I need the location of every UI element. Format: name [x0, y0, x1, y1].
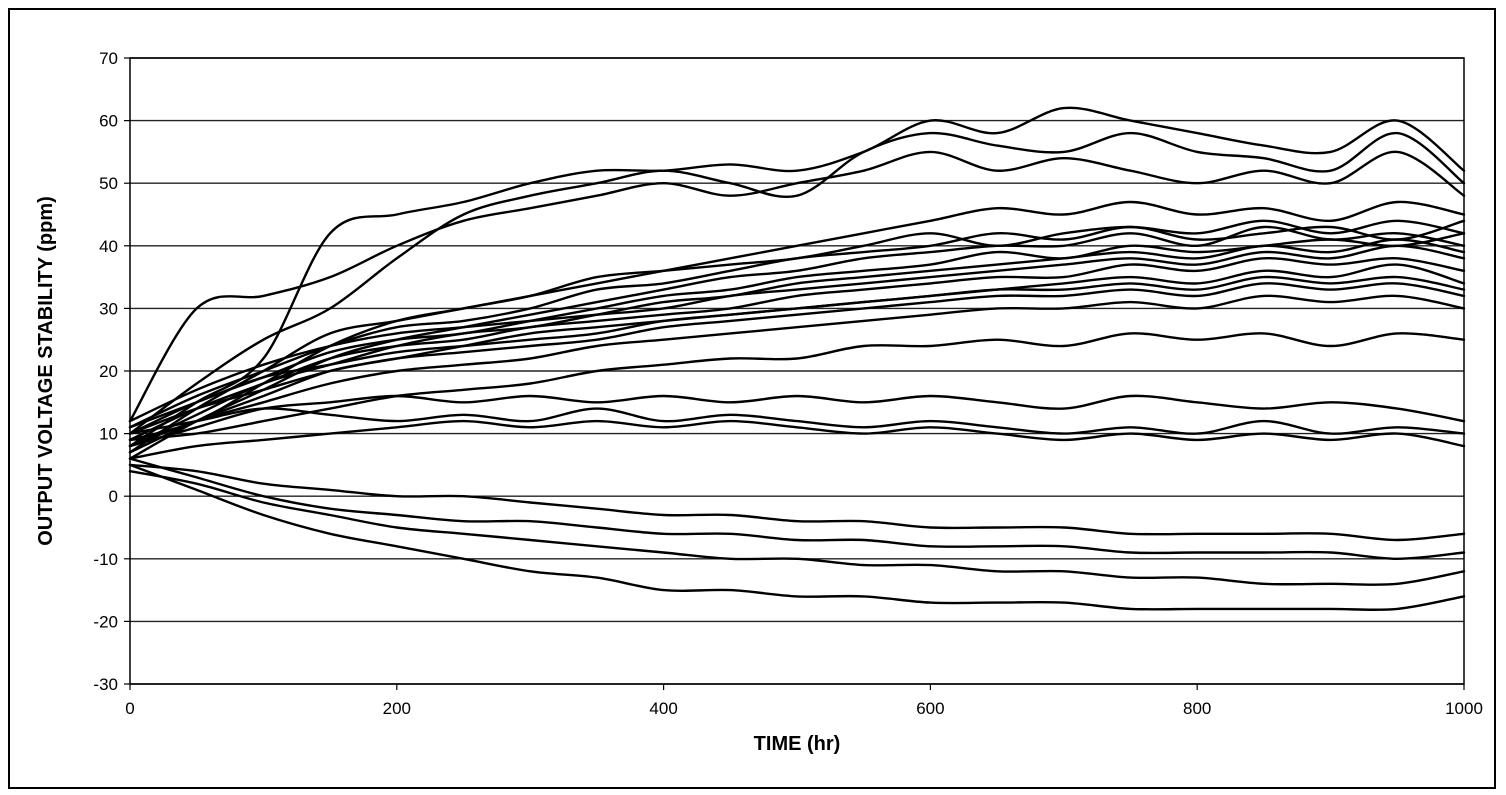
plot-area-border [129, 57, 1465, 685]
series-line-1 [128, 106, 1466, 448]
series-group [128, 106, 1466, 612]
y-tick-label: 30 [99, 299, 118, 318]
y-tick-label: 10 [99, 425, 118, 444]
x-tick-label: 1000 [1445, 699, 1483, 718]
x-tick-label: 200 [383, 699, 411, 718]
x-tick-label: 600 [916, 699, 944, 718]
x-axis-title: TIME (hr) [754, 733, 841, 755]
series-line-3 [128, 150, 1466, 423]
y-tick-labels: -30 -20 -10 0 10 20 30 40 50 60 70 [93, 49, 118, 694]
x-tick-label: 800 [1183, 699, 1211, 718]
series-line-22 [128, 470, 1466, 586]
series-line-23 [128, 463, 1466, 612]
y-tick-label: 70 [99, 49, 118, 68]
series-line-14 [128, 282, 1466, 435]
series-line-7 [128, 225, 1466, 460]
series-line-15 [128, 294, 1466, 448]
series-line-11 [128, 257, 1466, 442]
series-line-18 [128, 407, 1466, 435]
series-line-6 [128, 219, 1466, 429]
x-tick-label: 400 [649, 699, 677, 718]
chart-frame: -30 -20 -10 0 10 20 30 40 50 60 70 0 200 400 600 800 10… [8, 8, 1496, 789]
x-tick-labels: 0 200 400 600 800 1000 [125, 699, 1483, 718]
series-line-19 [128, 419, 1466, 460]
x-tick-label: 0 [125, 699, 134, 718]
y-tick-label: 50 [99, 174, 118, 193]
y-tick-label: 0 [109, 487, 118, 506]
y-tick-label: 40 [99, 237, 118, 256]
y-tick-label: -10 [93, 550, 118, 569]
series-line-16 [128, 332, 1466, 442]
y-tick-label: -30 [93, 675, 118, 694]
series-line-13 [128, 275, 1466, 429]
series-line-4 [128, 200, 1466, 442]
series-line-10 [128, 244, 1466, 423]
y-axis-title: OUTPUT VOLTAGE STABILITY (ppm) [35, 196, 57, 546]
y-tick-label: 20 [99, 362, 118, 381]
series-line-21 [128, 457, 1466, 560]
series-line-20 [128, 463, 1466, 542]
series-line-9 [128, 238, 1466, 448]
series-line-2 [128, 131, 1466, 435]
y-tick-label: 60 [99, 112, 118, 131]
y-tick-label: -20 [93, 612, 118, 631]
series-line-5 [128, 219, 1466, 454]
line-chart: -30 -20 -10 0 10 20 30 40 50 60 70 0 200 400 600 800 10… [35, 49, 1483, 755]
series-line-17 [128, 394, 1466, 448]
